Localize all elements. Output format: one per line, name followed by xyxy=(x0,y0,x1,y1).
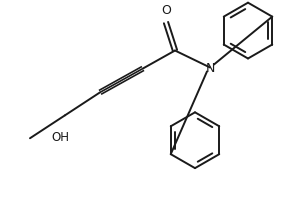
Text: OH: OH xyxy=(51,131,69,144)
Text: O: O xyxy=(161,4,171,17)
Text: N: N xyxy=(205,62,215,75)
